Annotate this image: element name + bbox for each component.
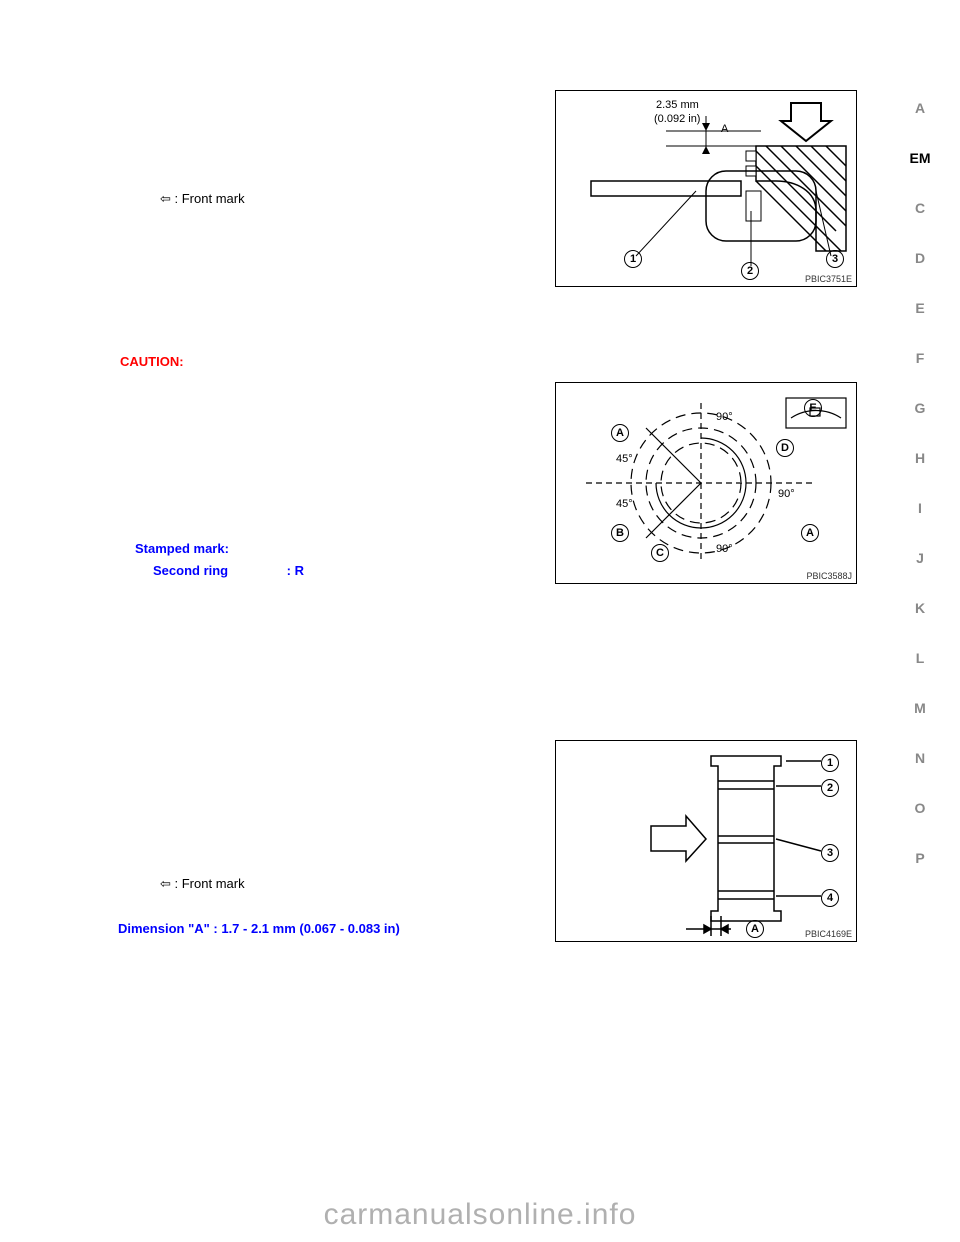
ring-label-d: D — [776, 439, 794, 457]
tab-f[interactable]: F — [905, 350, 935, 366]
tab-i[interactable]: I — [905, 500, 935, 516]
tab-a[interactable]: A — [905, 100, 935, 116]
stamped-ring: Second ring — [135, 562, 283, 580]
ring-label-a2: A — [801, 524, 819, 542]
caution-block: CAUTION: — [120, 353, 184, 371]
diagram-connecting-rod: 1 2 3 4 A PBIC4169E — [555, 740, 857, 942]
diagram-piston-front: 2.35 mm (0.092 in) A 1 2 3 PBIC3751E — [555, 90, 857, 287]
ring-label-c: C — [651, 544, 669, 562]
callout-3: 3 — [826, 250, 844, 268]
caption-1: PBIC3751E — [805, 274, 852, 284]
diagram-ring-angles: A A B C D E 90° 90° 90° 45° 45° PBIC3588… — [555, 382, 857, 584]
tab-o[interactable]: O — [905, 800, 935, 816]
section-tabs: A EM C D E F G H I J K L M N O P — [905, 100, 935, 866]
conrod-1: 1 — [821, 754, 839, 772]
caption-2: PBIC3588J — [806, 571, 852, 581]
tab-e[interactable]: E — [905, 300, 935, 316]
tab-j[interactable]: J — [905, 550, 935, 566]
dim-a-label: A — [721, 123, 728, 135]
ang-90-bottom: 90° — [716, 543, 733, 555]
tab-h[interactable]: H — [905, 450, 935, 466]
conrod-a: A — [746, 920, 764, 938]
tab-d[interactable]: D — [905, 250, 935, 266]
dim-in: (0.092 in) — [654, 113, 700, 125]
stamped-heading: Stamped mark: — [135, 540, 304, 558]
dimension-a-spec: Dimension "A" : 1.7 - 2.1 mm (0.067 - 0.… — [118, 920, 400, 938]
conrod-3: 3 — [821, 844, 839, 862]
caution-label: CAUTION: — [120, 354, 184, 369]
tab-p[interactable]: P — [905, 850, 935, 866]
stamped-val: : R — [287, 563, 304, 578]
tab-l[interactable]: L — [905, 650, 935, 666]
conrod-4: 4 — [821, 889, 839, 907]
ang-45-upper: 45° — [616, 453, 633, 465]
tab-m[interactable]: M — [905, 700, 935, 716]
ring-label-a1: A — [611, 424, 629, 442]
ang-90-top: 90° — [716, 411, 733, 423]
tab-em[interactable]: EM — [905, 150, 935, 166]
callout-1: 1 — [624, 250, 642, 268]
conrod-svg — [556, 741, 856, 941]
front-mark-text-1: : Front mark — [171, 191, 245, 206]
piston-svg — [556, 91, 856, 286]
front-mark-arrow-2: ⇦ — [160, 876, 171, 891]
conrod-2: 2 — [821, 779, 839, 797]
stamped-mark-block: Stamped mark: Second ring : R — [135, 540, 304, 580]
front-mark-text-2: : Front mark — [171, 876, 245, 891]
caption-3: PBIC4169E — [805, 929, 852, 939]
front-mark-line-2: ⇦ : Front mark — [160, 875, 245, 893]
tab-n[interactable]: N — [905, 750, 935, 766]
ang-90-right: 90° — [778, 488, 795, 500]
front-mark-line-1: ⇦ : Front mark — [160, 190, 245, 208]
tab-c[interactable]: C — [905, 200, 935, 216]
ring-label-b: B — [611, 524, 629, 542]
ang-45-lower: 45° — [616, 498, 633, 510]
callout-2: 2 — [741, 262, 759, 280]
ring-label-e: E — [804, 399, 822, 417]
dim-mm: 2.35 mm — [656, 99, 699, 111]
front-mark-arrow-1: ⇦ — [160, 191, 171, 206]
tab-k[interactable]: K — [905, 600, 935, 616]
tab-g[interactable]: G — [905, 400, 935, 416]
watermark: carmanualsonline.info — [0, 1198, 960, 1232]
